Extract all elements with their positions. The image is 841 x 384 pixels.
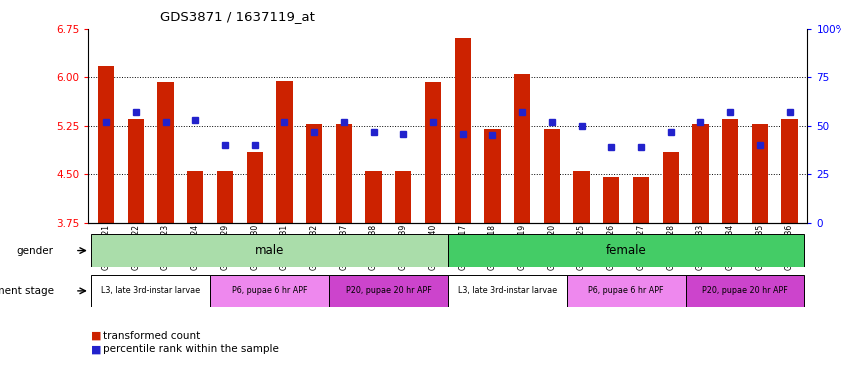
Text: ■: ■ xyxy=(91,331,101,341)
Bar xyxy=(210,275,329,307)
Bar xyxy=(306,124,322,223)
Bar xyxy=(543,129,560,223)
Bar xyxy=(128,119,144,223)
Bar xyxy=(663,152,679,223)
Bar xyxy=(574,171,590,223)
Bar xyxy=(447,234,804,267)
Text: transformed count: transformed count xyxy=(103,331,200,341)
Bar xyxy=(217,171,233,223)
Text: L3, late 3rd-instar larvae: L3, late 3rd-instar larvae xyxy=(458,286,557,295)
Bar xyxy=(246,152,263,223)
Text: P6, pupae 6 hr APF: P6, pupae 6 hr APF xyxy=(589,286,664,295)
Bar xyxy=(395,171,411,223)
Text: P20, pupae 20 hr APF: P20, pupae 20 hr APF xyxy=(702,286,788,295)
Text: P20, pupae 20 hr APF: P20, pupae 20 hr APF xyxy=(346,286,431,295)
Text: percentile rank within the sample: percentile rank within the sample xyxy=(103,344,278,354)
Bar xyxy=(157,82,174,223)
Text: male: male xyxy=(255,244,284,257)
Bar xyxy=(514,74,531,223)
Text: GDS3871 / 1637119_at: GDS3871 / 1637119_at xyxy=(160,10,315,23)
Bar xyxy=(98,66,114,223)
Bar xyxy=(692,124,709,223)
Bar xyxy=(187,171,204,223)
Bar xyxy=(336,124,352,223)
Bar xyxy=(722,119,738,223)
Text: female: female xyxy=(606,244,647,257)
Text: ■: ■ xyxy=(91,344,101,354)
Bar xyxy=(454,38,471,223)
Bar xyxy=(447,275,567,307)
Bar xyxy=(632,177,649,223)
Bar xyxy=(484,129,500,223)
Text: L3, late 3rd-instar larvae: L3, late 3rd-instar larvae xyxy=(101,286,200,295)
Bar xyxy=(365,171,382,223)
Text: gender: gender xyxy=(17,245,54,256)
Bar xyxy=(752,124,768,223)
Bar xyxy=(781,119,798,223)
Bar xyxy=(329,275,447,307)
Bar xyxy=(685,275,804,307)
Bar xyxy=(276,81,293,223)
Bar xyxy=(92,234,447,267)
Bar xyxy=(92,275,210,307)
Text: development stage: development stage xyxy=(0,286,54,296)
Bar xyxy=(603,177,620,223)
Text: P6, pupae 6 hr APF: P6, pupae 6 hr APF xyxy=(232,286,307,295)
Bar xyxy=(425,82,442,223)
Bar xyxy=(567,275,685,307)
